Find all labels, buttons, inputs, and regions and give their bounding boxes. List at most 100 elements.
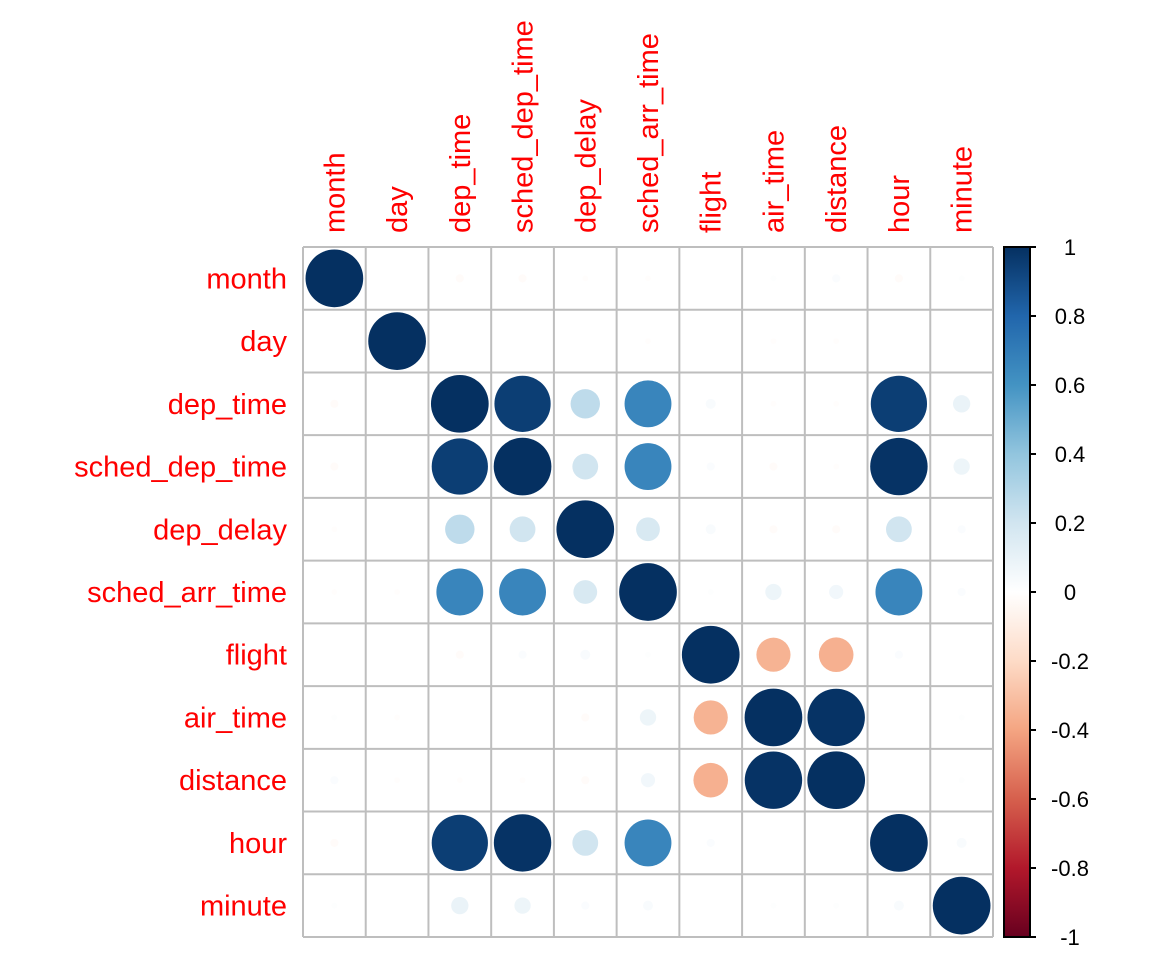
corr-circle-minute-hour: [893, 900, 904, 911]
corr-circle-sched_dep_time-dep_time: [431, 438, 488, 495]
corr-circle-sched_arr_time-sched_dep_time: [499, 568, 546, 616]
corr-circle-dep_time-flight: [705, 398, 716, 409]
corr-circle-flight-flight: [681, 625, 740, 684]
corr-circle-minute-minute: [932, 876, 991, 935]
column-label-month: month: [319, 152, 351, 233]
corr-circle-distance-sched_arr_time: [640, 773, 656, 788]
colorbar-tick-label: 0: [1064, 580, 1076, 605]
corr-circle-month-dep_time: [455, 274, 464, 283]
colorbar-gradient: [1003, 246, 1031, 938]
corr-circle-minute-sched_arr_time: [643, 900, 653, 911]
column-label-flight: flight: [696, 172, 728, 233]
corr-circle-sched_dep_time-minute: [953, 458, 970, 475]
corr-circle-air_time-minute: [958, 714, 965, 721]
corr-circle-air_time-distance: [807, 688, 865, 747]
row-labels: month day dep_time sched_dep_time dep_delays…: [74, 263, 287, 922]
corr-circle-sched_arr_time-distance: [829, 584, 844, 600]
colorbar-tick-label: -0.2: [1051, 649, 1089, 674]
corr-circle-sched_arr_time-hour: [875, 568, 923, 616]
corr-circle-sched_dep_time-sched_arr_time: [624, 443, 672, 490]
column-label-hour: hour: [884, 175, 916, 233]
corr-circle-dep_delay-distance: [832, 525, 841, 534]
corr-circle-sched_arr_time-sched_arr_time: [619, 563, 677, 621]
corr-circle-dep_delay-minute: [957, 525, 966, 534]
column-labels: month day dep_time sched_dep_time dep_delay s…: [319, 20, 978, 233]
colorbar-tick-label: 0.6: [1055, 373, 1086, 398]
corr-circle-sched_dep_time-air_time: [769, 462, 778, 471]
colorbar-tick-label: 0.4: [1055, 442, 1086, 467]
corr-circle-air_time-sched_arr_time: [639, 709, 657, 726]
corr-circle-minute-air_time: [770, 902, 777, 909]
corr-circle-hour-sched_arr_time: [624, 819, 672, 867]
row-label-air_time: air_time: [184, 702, 287, 734]
colorbar-tick-label: -0.8: [1051, 856, 1089, 881]
corr-circle-day-distance: [833, 338, 840, 344]
corr-circle-air_time-month: [331, 714, 338, 721]
corr-circle-month-hour: [894, 274, 903, 283]
column-label-dep_time: dep_time: [445, 114, 477, 233]
corr-circle-sched_arr_time-air_time: [765, 583, 782, 601]
corr-circle-sched_arr_time-month: [331, 589, 338, 595]
corr-circle-air_time-flight: [693, 700, 728, 735]
corr-circle-sched_dep_time-dep_delay: [572, 453, 599, 480]
corr-circle-hour-dep_delay: [572, 830, 599, 856]
corr-circle-distance-distance: [807, 751, 866, 810]
column-label-sched_arr_time: sched_arr_time: [633, 33, 665, 233]
corr-circle-sched_arr_time-flight: [707, 589, 714, 595]
corr-circle-month-minute: [958, 275, 965, 282]
corr-circle-dep_delay-hour: [886, 516, 912, 543]
corr-circle-distance-sched_dep_time: [519, 777, 526, 784]
corr-circle-sched_dep_time-month: [330, 462, 339, 471]
corr-circle-flight-dep_delay: [580, 649, 591, 660]
column-label-air_time: air_time: [758, 130, 790, 233]
corr-circle-dep_delay-air_time: [769, 525, 778, 534]
corr-circle-air_time-air_time: [744, 688, 803, 747]
row-label-sched_dep_time: sched_dep_time: [74, 452, 287, 484]
corr-circle-dep_time-sched_dep_time: [494, 375, 551, 432]
colorbar: 1 0.8 0.6 0.4 0.2 0 -0.2 -0.4 -0.6 -0.8 -1: [1003, 235, 1089, 950]
row-label-month: month: [206, 263, 287, 295]
corr-circle-sched_arr_time-minute: [957, 587, 966, 597]
corr-circle-sched_arr_time-dep_delay: [573, 580, 598, 604]
corr-circle-flight-air_time: [756, 637, 791, 672]
column-label-minute: minute: [947, 146, 979, 233]
corr-circle-distance-flight: [693, 762, 729, 798]
colorbar-tick-label: 0.8: [1055, 304, 1086, 329]
corr-circle-hour-minute: [956, 837, 967, 848]
row-label-dep_delay: dep_delay: [153, 514, 287, 546]
corr-circle-flight-hour: [894, 650, 903, 659]
corr-circle-minute-dep_time: [451, 896, 469, 915]
corr-circle-day-day: [368, 312, 426, 370]
corr-circle-dep_time-distance: [833, 400, 840, 407]
corr-circle-flight-sched_arr_time: [645, 651, 651, 658]
corr-circle-flight-distance: [818, 637, 854, 673]
corr-circle-dep_time-air_time: [770, 400, 777, 407]
row-label-flight: flight: [226, 640, 287, 672]
corr-circle-sched_dep_time-distance: [833, 463, 840, 470]
corr-circle-month-sched_arr_time: [645, 275, 651, 282]
corr-circle-sched_dep_time-hour: [870, 437, 928, 496]
corr-circle-dep_delay-sched_dep_time: [509, 516, 536, 543]
corr-circle-hour-dep_time: [431, 814, 488, 872]
corr-circle-month-sched_dep_time: [518, 274, 527, 283]
corr-circle-dep_delay-dep_time: [445, 514, 475, 544]
row-label-day: day: [240, 326, 287, 358]
column-label-sched_dep_time: sched_dep_time: [508, 20, 540, 233]
corr-circle-distance-air_time: [744, 751, 803, 809]
corr-circle-day-sched_arr_time: [645, 338, 651, 344]
row-label-distance: distance: [179, 765, 287, 797]
corr-circle-flight-sched_dep_time: [518, 650, 527, 659]
corr-circle-day-air_time: [770, 338, 777, 344]
corr-circle-month-distance: [832, 274, 841, 283]
corr-circle-sched_dep_time-sched_dep_time: [493, 437, 552, 496]
corr-circle-month-month: [305, 249, 364, 308]
corr-circle-dep_time-sched_arr_time: [624, 380, 672, 428]
corr-circle-distance-dep_delay: [581, 776, 590, 785]
corr-circle-dep_time-dep_delay: [570, 389, 600, 419]
corr-circle-hour-sched_dep_time: [493, 814, 552, 872]
row-label-sched_arr_time: sched_arr_time: [87, 577, 287, 609]
corr-circle-dep_delay-month: [331, 526, 338, 533]
colorbar-tick-label: 1: [1064, 235, 1076, 260]
corr-circle-dep_delay-dep_delay: [556, 500, 615, 559]
